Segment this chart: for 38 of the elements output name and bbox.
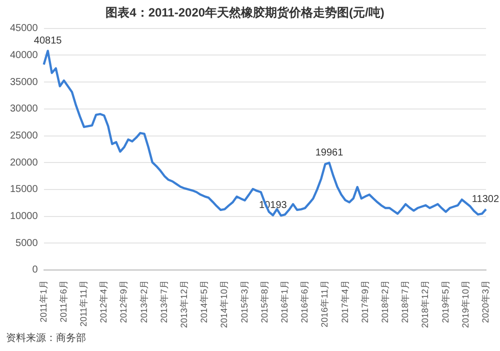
y-tick-label: 45000 <box>10 23 38 34</box>
y-tick-label: 5000 <box>16 238 38 249</box>
x-tick-label: 2018年7月 <box>400 280 410 323</box>
text: 资料来源：商务部 <box>5 332 87 346</box>
x-tick-label: 2016年6月 <box>300 280 310 323</box>
x-tick-label: 2011年1月 <box>38 280 48 322</box>
chart-title: 图表4：2011-2020年天然橡胶期货价格走势图(元/吨) <box>106 6 384 20</box>
x-tick-label: 2019年10月 <box>460 280 470 328</box>
y-tick-label: 20000 <box>10 157 38 168</box>
x-tick-label: 2016年11月 <box>320 280 330 328</box>
x-tick-label: 2013年2月 <box>138 280 149 323</box>
x-tick-label: 2012年4月 <box>98 280 109 323</box>
x-tick-label: 2014年5月 <box>199 280 210 323</box>
y-tick-label: 30000 <box>10 104 38 115</box>
y-tick-label: 40000 <box>10 50 38 61</box>
y-tick-label: 35000 <box>10 76 38 88</box>
y-tick-label: 15000 <box>10 184 38 196</box>
x-tick-label: 2011年11月 <box>78 280 88 327</box>
x-tick-label: 2018年2月 <box>380 280 390 323</box>
y-tick-label: 10000 <box>10 211 38 222</box>
x-tick-label: 2016年1月 <box>279 280 290 323</box>
x-tick-label: 2013年7月 <box>158 280 169 323</box>
x-tick-label: 2013年12月 <box>178 280 189 328</box>
x-tick-label: 2011年6月 <box>58 280 68 322</box>
x-tick-label: 2017年4月 <box>340 280 350 323</box>
data-label: 11302 <box>472 194 500 206</box>
x-tick-label: 2015年3月 <box>239 280 250 323</box>
x-tick-label: 2015年8月 <box>259 280 270 323</box>
y-tick-label: 0 <box>32 264 38 276</box>
x-tick-label: 2017年9月 <box>360 280 370 323</box>
data-label: 19961 <box>315 148 344 159</box>
x-tick-label: 2014年10月 <box>219 280 230 328</box>
x-tick-label: 2019年5月 <box>440 280 450 323</box>
x-tick-label: 2012年9月 <box>118 280 129 323</box>
y-tick-label: 25000 <box>10 130 38 142</box>
data-label: 40815 <box>34 36 62 47</box>
x-tick-label: 2018年12月 <box>420 280 430 328</box>
x-tick-label: 2020年3月 <box>480 280 490 323</box>
